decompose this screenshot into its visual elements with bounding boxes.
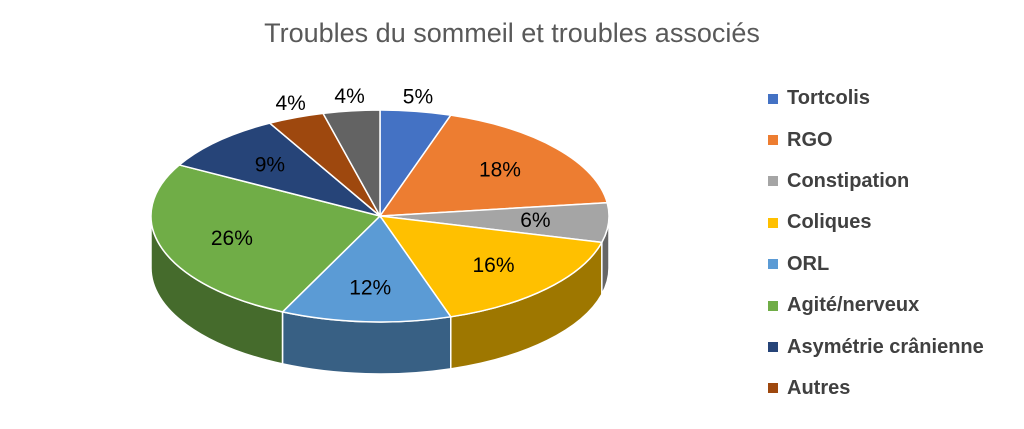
legend-item: RGO: [768, 119, 984, 160]
legend-swatch: [768, 383, 778, 394]
data-label-6: 9%: [255, 154, 285, 177]
legend-label: Agité/nerveux: [787, 294, 920, 317]
legend-swatch: [768, 135, 778, 146]
legend-swatch: [768, 300, 778, 311]
pie-slice-1: [378, 114, 609, 217]
pie-chart: 5% 18% 6% 16% 12% 26% 9% 4% 4%: [150, 85, 610, 375]
legend-label: RGO: [787, 128, 833, 151]
legend-item: Coliques: [768, 202, 984, 243]
legend-label: Tortcolis: [787, 87, 870, 110]
legend-item: Agité/nerveux: [768, 285, 984, 326]
data-label-5: 26%: [211, 227, 253, 250]
data-label-0: 5%: [403, 86, 433, 109]
data-label-2: 6%: [520, 209, 550, 232]
legend-swatch: [768, 93, 778, 104]
legend-swatch: [768, 259, 778, 270]
legend-swatch: [768, 176, 778, 187]
legend-label: Autres: [787, 376, 851, 399]
legend-item: ORL: [768, 244, 984, 285]
legend-item: Asymétrie crânienne: [768, 326, 984, 367]
pie-slice-4: [280, 214, 453, 323]
chart-title: Troubles du sommeil et troubles associés: [264, 18, 760, 48]
legend-item: Tortcolis: [768, 78, 984, 119]
legend-label: Asymétrie crânienne: [787, 335, 984, 358]
legend-label: Coliques: [787, 211, 872, 234]
legend-item: Constipation: [768, 161, 984, 202]
pie-labels: 5% 18% 6% 16% 12% 26% 9% 4% 4%: [211, 85, 551, 299]
legend-item: Autres: [768, 368, 984, 409]
data-label-1: 18%: [479, 159, 521, 182]
legend-swatch: [768, 342, 778, 353]
legend-label: ORL: [787, 252, 830, 275]
pie-slice-6: [177, 122, 381, 217]
data-label-3: 16%: [472, 254, 514, 277]
legend-swatch: [768, 217, 778, 228]
legend-label: Constipation: [787, 169, 910, 192]
pie-top: [150, 109, 610, 323]
data-label-8: 4%: [334, 85, 364, 108]
pie-slice-3: [378, 215, 604, 318]
legend: Tortcolis RGO Constipation Coliques ORL Agité…: [768, 78, 984, 409]
data-label-7: 4%: [275, 92, 305, 115]
pie-slice-8: [321, 109, 381, 219]
data-label-4: 12%: [349, 276, 391, 299]
